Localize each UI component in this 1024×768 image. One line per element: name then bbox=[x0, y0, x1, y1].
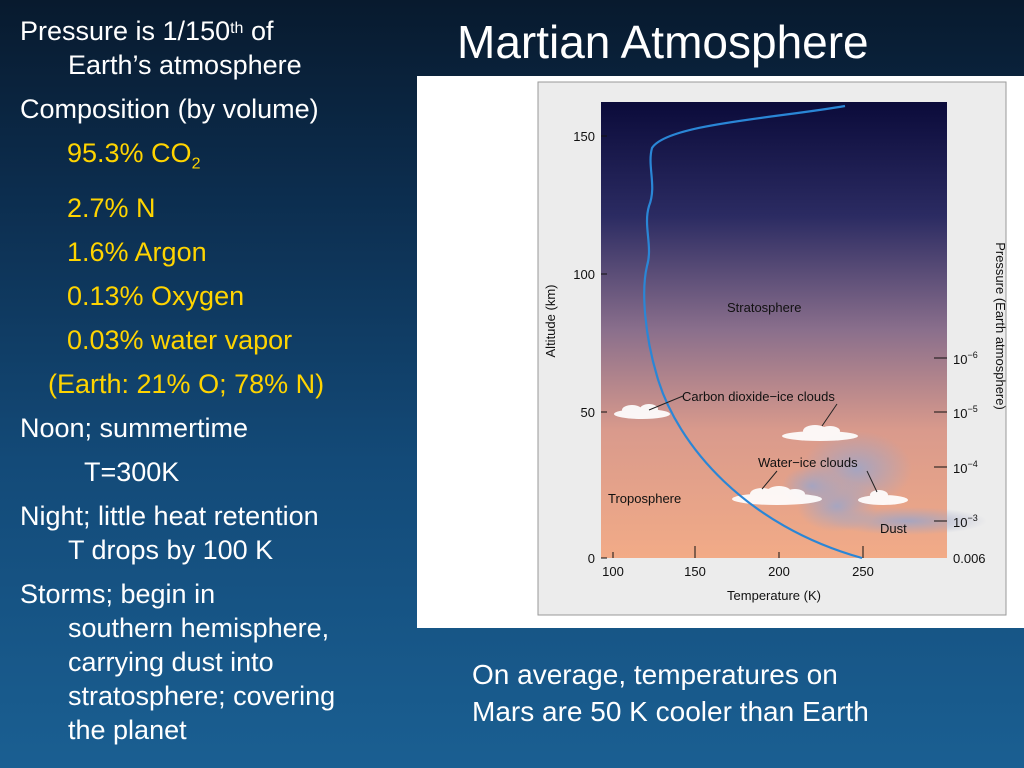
atmosphere-diagram: 150 100 50 0 Altitude (km) 100 150 200 2… bbox=[417, 76, 1024, 628]
note-storms: Storms; begin in southern hemisphere, ca… bbox=[20, 577, 415, 747]
x-axis-ticks bbox=[612, 546, 864, 558]
label-stratosphere: Stratosphere bbox=[727, 300, 801, 315]
note-night: Night; little heat retention T drops by … bbox=[20, 499, 415, 567]
note-night-line1: Night; little heat retention bbox=[20, 501, 319, 532]
y-tick-0: 0 bbox=[588, 551, 595, 566]
water-cloud-left bbox=[732, 486, 822, 505]
note-night-line2: T drops by 100 K bbox=[68, 535, 274, 566]
y-tick-150: 150 bbox=[573, 129, 595, 144]
x-axis-label: Temperature (K) bbox=[727, 588, 821, 603]
caption-line2: Mars are 50 K cooler than Earth bbox=[472, 696, 869, 727]
y-tick-50: 50 bbox=[581, 405, 595, 420]
note-argon: 1.6% Argon bbox=[67, 237, 207, 268]
note-oxygen: 0.13% Oxygen bbox=[67, 281, 245, 312]
label-co2-clouds: Carbon dioxide−ice clouds bbox=[682, 389, 835, 404]
note-earth: (Earth: 21% O; 78% N) bbox=[48, 369, 325, 400]
note-pressure-text: Pressure is 1/150 bbox=[20, 16, 231, 46]
co2-cloud-left bbox=[614, 404, 670, 419]
y-axis-ticks bbox=[601, 135, 607, 559]
x-tick-100: 100 bbox=[602, 564, 624, 579]
label-troposphere: Troposphere bbox=[608, 491, 681, 506]
note-pressure-of: of bbox=[243, 16, 274, 46]
note-t300: T=300K bbox=[84, 457, 180, 488]
pressure-label-bottom: 0.006 bbox=[953, 551, 986, 566]
y-axis-label: Altitude (km) bbox=[543, 285, 558, 358]
pressure-label-1e-3: 10−3 bbox=[953, 513, 978, 530]
note-pressure-sup: th bbox=[230, 20, 244, 37]
note-co2-sub: 2 bbox=[191, 155, 201, 173]
pressure-ticks bbox=[934, 357, 947, 522]
note-noon: Noon; summertime bbox=[20, 413, 249, 444]
slide-caption: On average, temperatures on Mars are 50 … bbox=[472, 656, 992, 730]
note-pressure: Pressure is 1/150th of Earth’s atmospher… bbox=[20, 14, 415, 82]
caption-line1: On average, temperatures on bbox=[472, 659, 838, 690]
note-nitrogen: 2.7% N bbox=[67, 193, 156, 224]
temperature-profile bbox=[643, 104, 863, 560]
diagram-svg: 150 100 50 0 Altitude (km) 100 150 200 2… bbox=[537, 81, 1008, 616]
note-storms-line2: southern hemisphere, bbox=[68, 613, 330, 644]
water-leader-left bbox=[761, 470, 778, 490]
note-storms-line3: carrying dust into bbox=[68, 647, 274, 678]
co2-leader-right bbox=[821, 403, 838, 427]
pressure-label-1e-5: 10−5 bbox=[953, 404, 978, 421]
note-composition: Composition (by volume) bbox=[20, 94, 319, 124]
co2-leader-left bbox=[648, 395, 684, 411]
x-tick-250: 250 bbox=[852, 564, 874, 579]
x-tick-200: 200 bbox=[768, 564, 790, 579]
note-storms-line4: stratosphere; covering bbox=[68, 681, 336, 712]
note-water: 0.03% water vapor bbox=[67, 325, 293, 356]
notes-panel: Pressure is 1/150th of Earth’s atmospher… bbox=[20, 14, 415, 757]
pressure-label-1e-6: 10−6 bbox=[953, 350, 978, 367]
note-storms-line5: the planet bbox=[68, 715, 187, 746]
label-water-clouds: Water−ice clouds bbox=[758, 455, 858, 470]
pressure-label-1e-4: 10−4 bbox=[953, 459, 978, 476]
co2-cloud-right bbox=[782, 425, 858, 441]
label-dust: Dust bbox=[880, 521, 907, 536]
note-co2: 95.3% CO2 bbox=[20, 136, 415, 181]
x-tick-150: 150 bbox=[684, 564, 706, 579]
pressure-axis-label: Pressure (Earth atmosphere) bbox=[993, 242, 1008, 410]
y-tick-100: 100 bbox=[573, 267, 595, 282]
note-co2-text: 95.3% CO bbox=[67, 138, 192, 168]
note-storms-line1: Storms; begin in bbox=[20, 579, 216, 610]
slide-title: Martian Atmosphere bbox=[457, 16, 869, 68]
water-cloud-right bbox=[858, 490, 908, 505]
note-pressure-line2: Earth’s atmosphere bbox=[68, 50, 302, 80]
water-leader-right bbox=[866, 470, 878, 493]
